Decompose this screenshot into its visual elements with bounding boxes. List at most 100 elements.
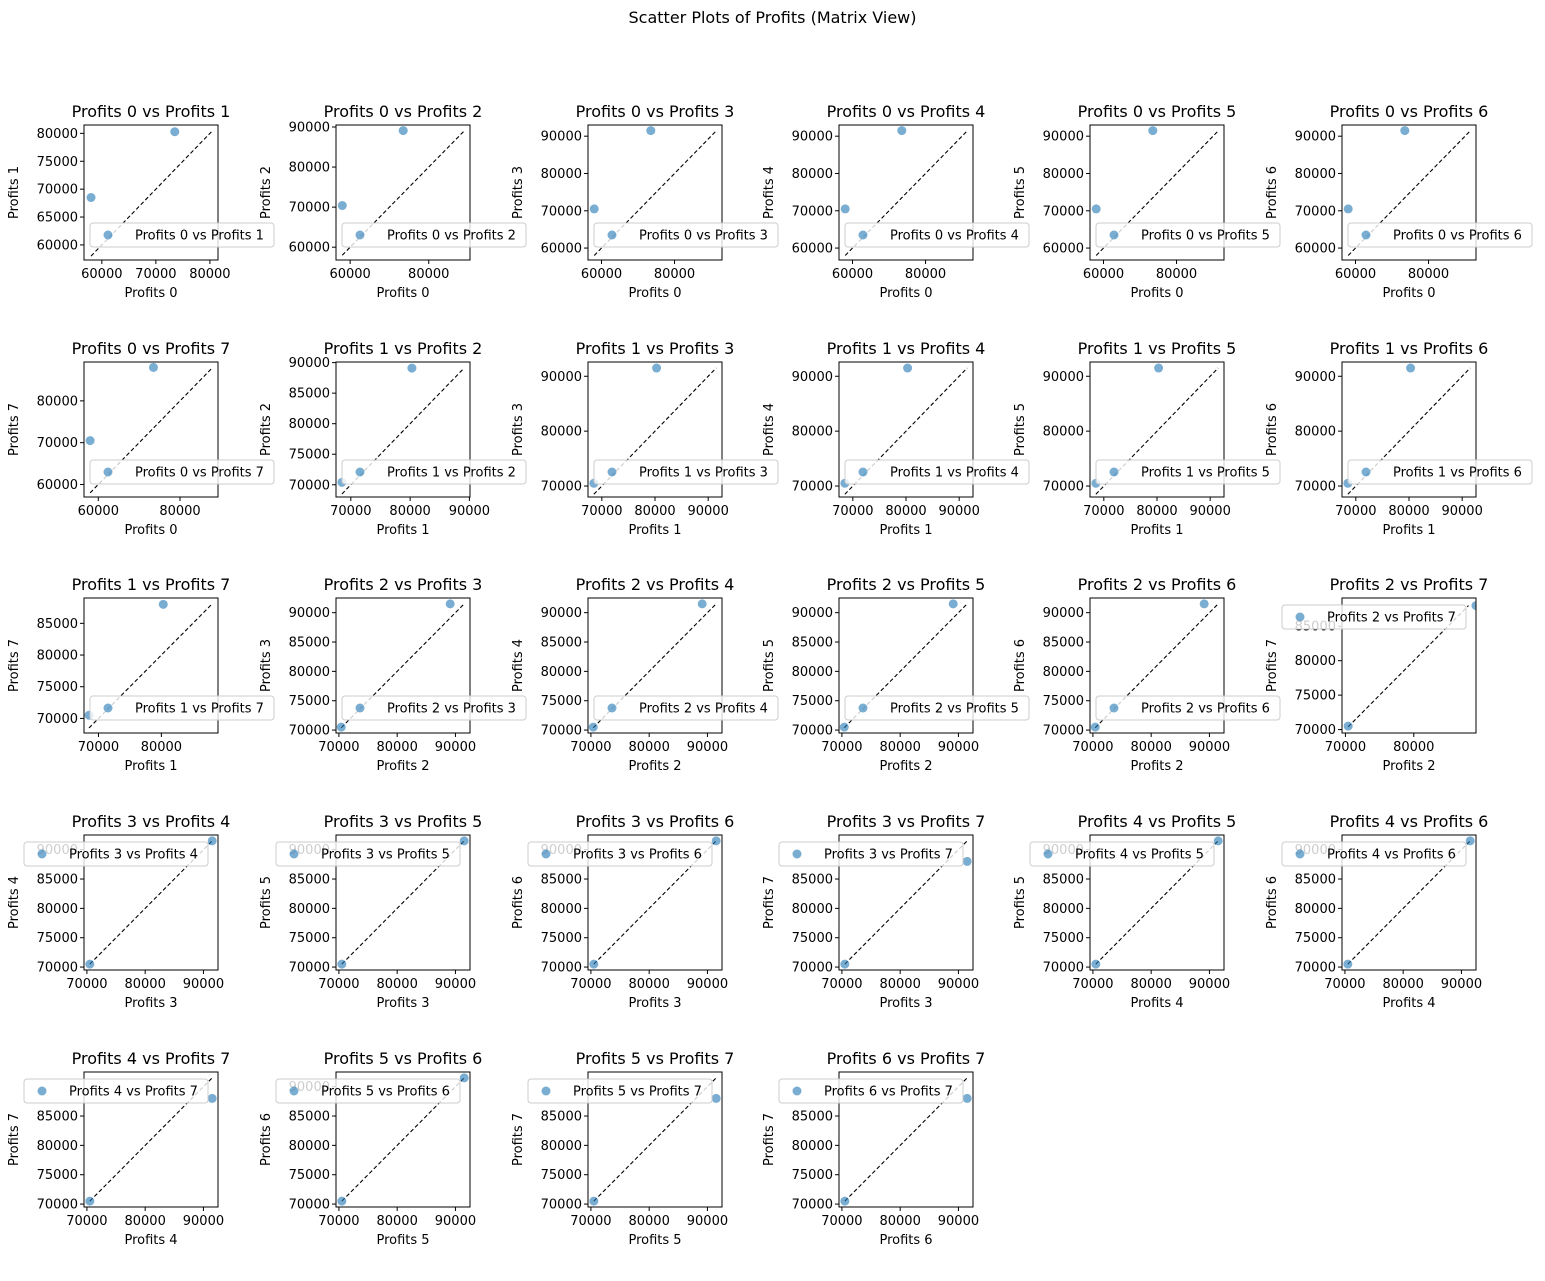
data-point	[1400, 126, 1410, 136]
legend-label: Profits 0 vs Profits 2	[387, 229, 516, 244]
y-tick-label: 80000	[289, 417, 330, 432]
subplot-title: Profits 2 vs Profits 6	[1078, 575, 1237, 594]
legend-label: Profits 2 vs Profits 3	[387, 702, 516, 717]
subplot-title: Profits 1 vs Profits 6	[1330, 339, 1489, 358]
y-axis-label: Profits 7	[511, 1113, 526, 1166]
y-tick-label: 60000	[1043, 242, 1084, 257]
data-point	[962, 856, 972, 866]
subplot-5: 60000 80000 60000 70000 80000 90000 Profits 0 …	[1013, 102, 1281, 301]
legend: Profits 1 vs Profits 6	[1347, 459, 1533, 485]
y-tick-label: 85000	[1043, 873, 1084, 888]
subplot-17: 70000 80000 90000 70000 75000 80000 85000 90000…	[1013, 575, 1281, 774]
y-tick-label: 90000	[1043, 130, 1084, 145]
subplot-11: 70000 80000 90000 70000 80000 90000 Profits 1 …	[1013, 339, 1281, 538]
x-tick-label: 80000	[1393, 740, 1434, 755]
subplot-title: Profits 5 vs Profits 6	[324, 1049, 483, 1068]
y-tick-label: 80000	[792, 902, 833, 917]
subplot-19: 7000080000900007000075000800008500090000…	[7, 812, 230, 1011]
y-tick-label: 70000	[541, 724, 582, 739]
x-tick-label: 90000	[1189, 977, 1230, 992]
legend-marker	[103, 467, 113, 477]
y-tick-label: 70000	[541, 1198, 582, 1213]
legend-box	[1095, 695, 1281, 721]
data-point	[207, 836, 217, 846]
legend: Profits 5 vs Profits 6	[275, 1078, 461, 1104]
x-tick-label: 70000	[821, 1214, 862, 1229]
y-tick-label: 85000	[37, 873, 78, 888]
data-point	[170, 127, 180, 137]
x-tick-label: 90000	[183, 977, 224, 992]
x-tick-label: 90000	[1189, 504, 1230, 519]
legend-label: Profits 6 vs Profits 7	[824, 1085, 953, 1100]
subplot-15: 70000 80000 90000 70000 75000 80000 85000 90000…	[511, 575, 779, 774]
y-tick-label: 70000	[37, 436, 78, 451]
y-tick-label: 70000	[1295, 961, 1336, 976]
legend: Profits 0 vs Profits 2	[341, 222, 527, 248]
y-tick-label: 80000	[37, 394, 78, 409]
x-tick-label: 80000	[124, 1214, 165, 1229]
y-tick-label: 80000	[541, 902, 582, 917]
y-tick-label: 85000	[1043, 636, 1084, 651]
axes-frame	[83, 124, 219, 261]
legend-label: Profits 4 vs Profits 6	[1327, 848, 1456, 863]
legend-marker	[1109, 230, 1119, 240]
x-tick-label: 90000	[1441, 977, 1482, 992]
y-axis-label: Profits 3	[259, 639, 274, 692]
x-tick-label: 80000	[1130, 977, 1171, 992]
subplot-title: Profits 1 vs Profits 7	[72, 575, 231, 594]
y-tick-label: 75000	[541, 931, 582, 946]
y-tick-label: 70000	[37, 183, 78, 198]
axes-frame	[335, 124, 471, 261]
y-tick-label: 80000	[541, 167, 582, 182]
legend-box	[1347, 459, 1533, 485]
axes-frame	[1341, 124, 1477, 261]
subplot-title: Profits 2 vs Profits 7	[1330, 575, 1489, 594]
legend-box	[341, 695, 527, 721]
legend-label: Profits 0 vs Profits 6	[1393, 229, 1522, 244]
legend-marker	[355, 703, 365, 713]
subplot-title: Profits 0 vs Profits 4	[827, 102, 986, 121]
legend-label: Profits 1 vs Profits 4	[890, 466, 1019, 481]
data-point	[85, 436, 95, 446]
x-tick-label: 70000	[570, 977, 611, 992]
data-point	[1343, 204, 1353, 214]
legend-marker	[858, 230, 868, 240]
y-tick-label: 90000	[1295, 130, 1336, 145]
y-tick-label: 75000	[37, 155, 78, 170]
data-point	[1090, 722, 1100, 732]
y-tick-label: 70000	[541, 480, 582, 495]
y-tick-label: 80000	[1295, 425, 1336, 440]
y-tick-label: 80000	[1043, 665, 1084, 680]
x-tick-label: 60000	[581, 267, 622, 282]
x-tick-label: 60000	[1083, 267, 1124, 282]
subplot-title: Profits 1 vs Profits 4	[827, 339, 986, 358]
x-tick-label: 80000	[1408, 267, 1449, 282]
y-tick-label: 80000	[37, 649, 78, 664]
data-point	[459, 836, 469, 846]
axes-frame	[587, 1071, 723, 1208]
axes-frame	[587, 124, 723, 261]
legend-label: Profits 3 vs Profits 7	[824, 848, 953, 863]
legend: Profits 3 vs Profits 5	[275, 841, 461, 867]
x-tick-label: 70000	[1072, 740, 1113, 755]
subplot-3: 60000 80000 60000 70000 80000 90000 Profits 0 …	[511, 102, 779, 301]
x-tick-label: 70000	[318, 977, 359, 992]
x-axis-label: Profits 2	[879, 759, 932, 774]
y-tick-label: 90000	[1043, 370, 1084, 385]
y-tick-label: 90000	[1295, 370, 1336, 385]
y-tick-label: 75000	[289, 931, 330, 946]
y-tick-label: 75000	[1295, 689, 1336, 704]
y-tick-label: 70000	[792, 724, 833, 739]
x-tick-label: 70000	[821, 740, 862, 755]
x-axis-label: Profits 1	[376, 523, 429, 538]
x-tick-label: 60000	[1335, 267, 1376, 282]
legend-label: Profits 2 vs Profits 7	[1327, 611, 1456, 626]
axes-frame	[838, 597, 974, 734]
x-axis-label: Profits 3	[124, 996, 177, 1011]
legend: Profits 6 vs Profits 7	[778, 1078, 964, 1104]
legend: Profits 0 vs Profits 1	[89, 222, 275, 248]
x-tick-label: 90000	[449, 504, 490, 519]
y-tick-label: 70000	[1295, 204, 1336, 219]
axes-frame	[83, 361, 219, 498]
